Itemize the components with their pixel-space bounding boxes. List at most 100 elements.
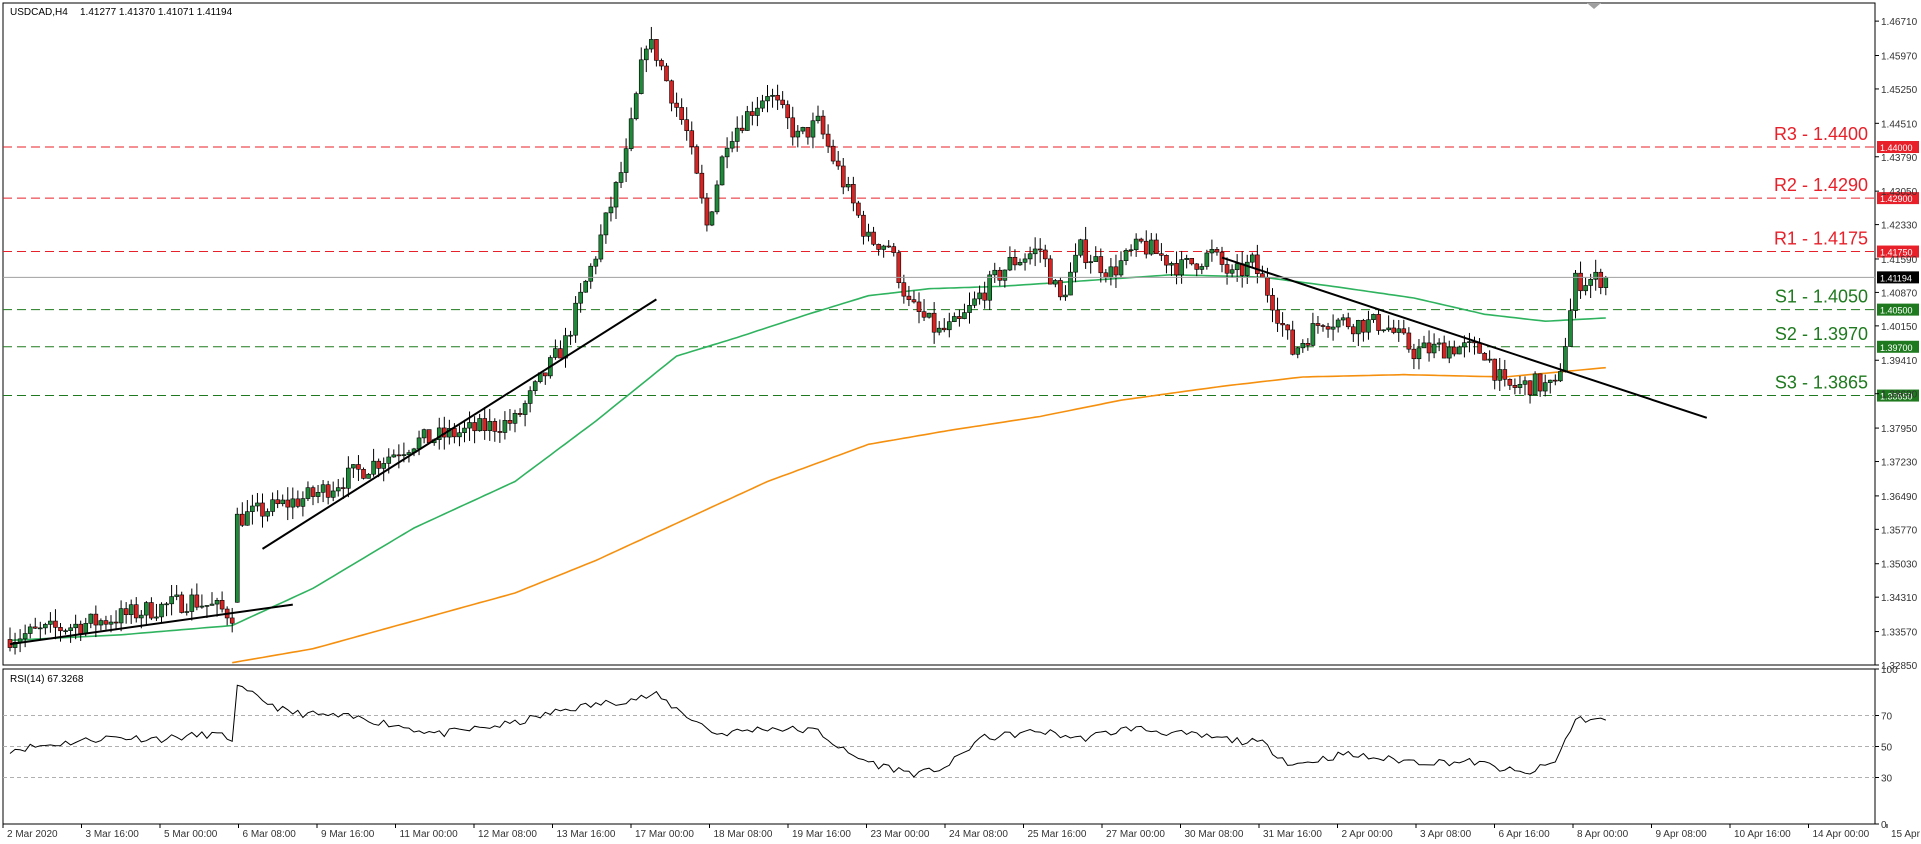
candles: [7, 26, 1609, 655]
candle: [1098, 248, 1104, 283]
candle: [300, 491, 306, 517]
price-tick-13: 1.37230: [1881, 458, 1918, 469]
candle: [1325, 322, 1331, 338]
candle: [270, 492, 275, 517]
candle: [1457, 345, 1462, 355]
candle: [1527, 380, 1533, 404]
chart-header-symbol: USDCAD,H4: [10, 7, 68, 18]
candle: [1250, 252, 1255, 269]
trendline-2[interactable]: [261, 298, 657, 550]
chart-shift-marker[interactable]: [1587, 3, 1601, 9]
rsi: 100 70 50 30 0: [3, 665, 1898, 831]
candle: [179, 591, 184, 614]
candle: [1462, 335, 1467, 358]
candle: [694, 144, 700, 175]
candle: [22, 624, 28, 648]
candle: [1179, 250, 1184, 284]
candle: [825, 124, 831, 153]
candle: [1315, 316, 1321, 334]
candle: [1421, 335, 1427, 349]
candle: [421, 428, 427, 444]
candle: [972, 291, 977, 309]
candle: [527, 386, 533, 413]
candle: [1093, 246, 1099, 262]
candle: [1149, 232, 1154, 256]
candle: [1452, 340, 1457, 357]
candle: [810, 112, 816, 149]
trendline-1[interactable]: [9, 603, 293, 646]
candle: [936, 321, 942, 336]
candle: [1199, 263, 1205, 275]
price-axis: 1.46710 1.45970 1.45250 1.44510 1.43790 1.430…: [1875, 17, 1918, 672]
price-tick-14: 1.36490: [1881, 492, 1918, 503]
time-label-23: 14 Apr 00:00: [1813, 829, 1870, 840]
candle: [1123, 248, 1129, 266]
candle: [1037, 238, 1043, 263]
candle: [290, 487, 296, 520]
candle: [1042, 244, 1048, 268]
level-tag-text-2: 1.41750: [1880, 248, 1913, 258]
time-label-18: 3 Apr 08:00: [1420, 829, 1472, 840]
level-label-1: R2 - 1.4290: [1774, 175, 1868, 195]
candle: [941, 318, 947, 333]
candle: [800, 126, 806, 135]
time-label-9: 18 Mar 08:00: [714, 829, 773, 840]
candle: [1416, 339, 1422, 370]
trendline-3[interactable]: [1221, 256, 1708, 419]
candle: [1290, 320, 1295, 356]
candle: [830, 139, 836, 165]
candle: [214, 597, 220, 617]
candle: [674, 92, 679, 117]
candle: [1507, 378, 1513, 390]
candle: [128, 599, 134, 624]
candle: [1244, 254, 1250, 285]
candle: [815, 105, 821, 124]
candle: [689, 121, 695, 155]
level-tag-5: [1877, 389, 1919, 402]
candle: [396, 444, 402, 469]
candle: [613, 181, 619, 219]
price-tick-0: 1.46710: [1881, 17, 1918, 28]
candle: [1143, 230, 1149, 259]
candle: [482, 407, 488, 440]
candle: [295, 490, 301, 509]
candle: [497, 419, 503, 443]
candle: [32, 617, 38, 629]
candle: [285, 487, 291, 521]
candle: [1330, 314, 1336, 341]
time-label-8: 17 Mar 00:00: [635, 829, 694, 840]
candle: [1351, 323, 1356, 342]
candle: [840, 158, 846, 195]
candle: [704, 192, 710, 232]
candle: [1492, 358, 1497, 390]
candle: [113, 610, 119, 629]
time-label-14: 27 Mar 00:00: [1106, 829, 1165, 840]
candle: [1446, 340, 1452, 364]
current-price: 1.41194: [3, 271, 1919, 284]
level-tag-text-4: 1.39700: [1880, 343, 1913, 353]
candle: [1547, 379, 1553, 394]
candle: [219, 591, 225, 613]
candle: [361, 467, 366, 480]
candle: [199, 594, 205, 609]
candle: [997, 267, 1003, 287]
candle: [63, 628, 68, 635]
candle: [669, 79, 674, 112]
candle: [27, 623, 33, 639]
candle: [876, 243, 881, 256]
rsi-tick-0: 100: [1881, 665, 1898, 676]
candle: [245, 500, 250, 526]
candle: [250, 494, 255, 525]
candle: [1229, 264, 1235, 278]
candle: [310, 485, 316, 506]
candle: [583, 279, 589, 293]
candle: [1467, 332, 1472, 353]
candle: [1356, 319, 1361, 347]
candle: [593, 256, 599, 275]
candle: [1441, 335, 1447, 359]
level-tag-text-3: 1.40500: [1880, 306, 1913, 316]
candle: [760, 94, 765, 113]
candle: [1371, 313, 1376, 323]
candle: [891, 243, 897, 257]
